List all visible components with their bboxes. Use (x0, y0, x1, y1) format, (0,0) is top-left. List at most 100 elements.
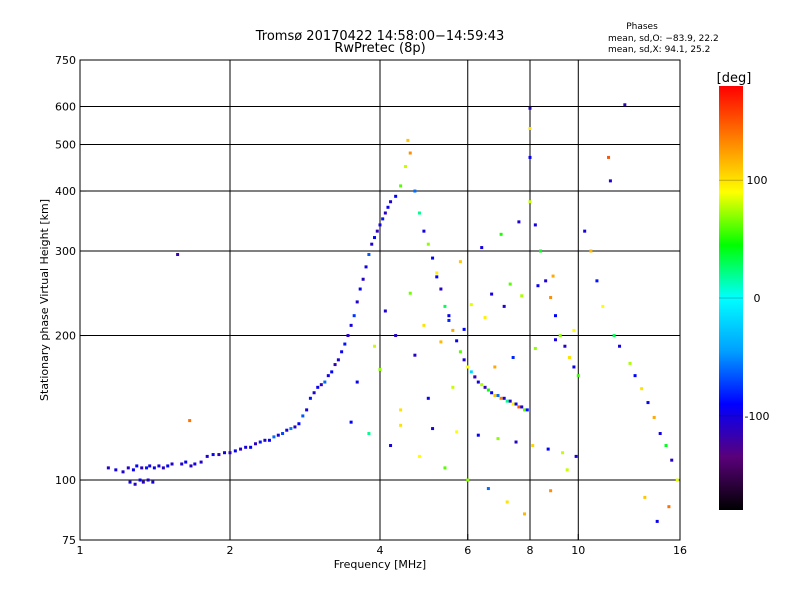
data-point (549, 489, 553, 493)
gridlines (80, 60, 680, 540)
data-point (217, 453, 221, 457)
data-point (493, 365, 497, 369)
data-point (514, 440, 518, 444)
data-point (413, 353, 417, 357)
data-point (601, 304, 605, 308)
data-point (451, 385, 455, 389)
data-point (431, 427, 435, 431)
data-point (323, 380, 327, 384)
data-point (490, 391, 494, 395)
data-point (352, 314, 356, 318)
data-point (106, 466, 110, 470)
data-point (447, 314, 451, 318)
data-point (505, 500, 509, 504)
colorbar-tick-label: -100 (745, 410, 770, 423)
data-point (223, 451, 227, 455)
data-point (141, 480, 145, 484)
data-point (574, 454, 578, 458)
data-point (319, 383, 323, 387)
data-point (193, 462, 197, 466)
data-point (408, 151, 412, 155)
colorbar-tick-label: 0 (754, 292, 761, 305)
data-point (466, 365, 470, 369)
data-point (640, 387, 644, 391)
data-point (358, 287, 362, 291)
data-point (451, 328, 455, 332)
data-point (462, 327, 466, 331)
data-point (355, 380, 359, 384)
data-point (151, 480, 155, 484)
x-tick-label: 6 (464, 544, 471, 557)
data-point (496, 437, 500, 441)
data-point (458, 260, 462, 264)
data-point (608, 179, 612, 183)
data-point (364, 265, 368, 269)
data-point (244, 445, 248, 449)
data-point (293, 425, 297, 429)
data-point (346, 334, 350, 338)
data-point (355, 300, 359, 304)
data-point (455, 339, 459, 343)
data-point (572, 328, 576, 332)
data-point (316, 385, 320, 389)
data-point (476, 433, 480, 437)
y-tick-label: 100 (55, 474, 76, 487)
data-point (285, 428, 289, 432)
data-point (408, 291, 412, 295)
data-point (502, 396, 506, 400)
data-point (528, 200, 532, 204)
data-point (528, 126, 532, 130)
data-point (381, 217, 385, 221)
data-point (367, 432, 371, 436)
data-point (426, 396, 430, 400)
data-point (473, 375, 477, 379)
data-point (469, 303, 473, 307)
data-point (176, 253, 180, 257)
colorbar-tick-label: 100 (747, 174, 768, 187)
data-point (121, 470, 125, 474)
data-point (343, 342, 347, 346)
data-point (628, 361, 632, 365)
data-point (595, 279, 599, 283)
data-point (539, 249, 543, 253)
data-point (435, 275, 439, 279)
data-point (511, 402, 515, 406)
data-point (480, 383, 484, 387)
data-point (145, 466, 149, 470)
data-point (349, 420, 353, 424)
data-point (508, 399, 512, 403)
data-point (272, 435, 276, 439)
data-point (422, 229, 426, 233)
data-point (189, 464, 193, 468)
y-tick-label: 400 (55, 185, 76, 198)
x-tick-label: 8 (527, 544, 534, 557)
data-point (505, 399, 509, 403)
data-point (403, 164, 407, 168)
phases-line-o: mean, sd,O: −83.9, 22.2 (608, 34, 719, 44)
data-point (435, 271, 439, 275)
y-tick-label: 750 (55, 54, 76, 67)
x-tick-label: 2 (227, 544, 234, 557)
data-point (349, 323, 353, 327)
x-tick-label: 1 (77, 544, 84, 557)
data-point (301, 414, 305, 418)
data-point (675, 478, 679, 482)
data-point (389, 200, 393, 204)
data-point (417, 454, 421, 458)
data-point (326, 374, 330, 378)
data-point (297, 422, 301, 426)
data-point (413, 189, 417, 193)
data-point (305, 408, 309, 412)
data-point (667, 505, 671, 509)
y-tick-label: 75 (62, 534, 76, 547)
data-point (399, 423, 403, 427)
data-point (146, 478, 150, 482)
data-point (520, 294, 524, 298)
data-point (263, 438, 267, 442)
data-point (289, 427, 293, 431)
data-point (239, 447, 243, 451)
data-point (281, 432, 285, 436)
data-point (126, 466, 130, 470)
data-point (161, 466, 165, 470)
